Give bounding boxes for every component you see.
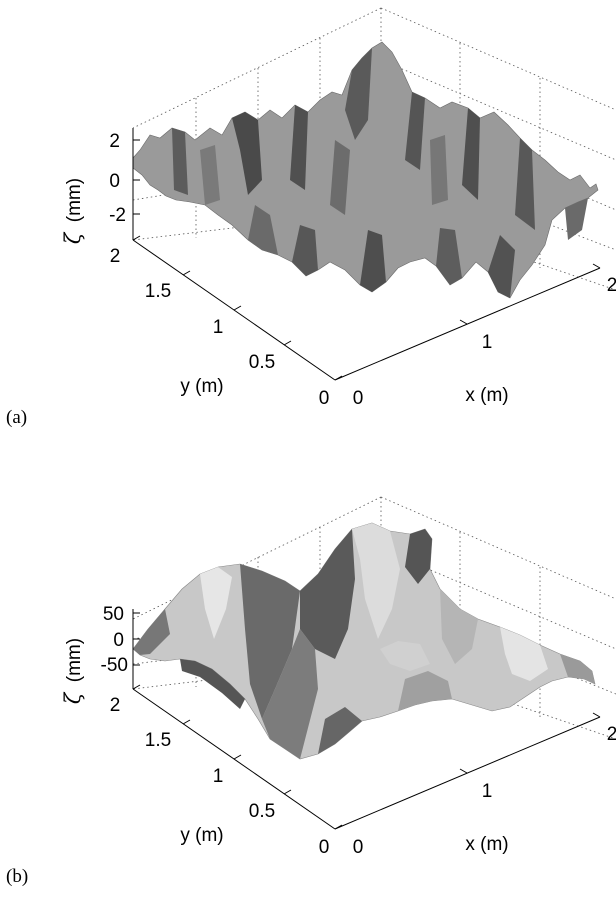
y-tick: 0 xyxy=(319,388,330,409)
y-tick: 1 xyxy=(213,766,224,787)
x-tick: 2 xyxy=(607,724,616,745)
surface-plot-b: 50 0 -50 ζ (mm) 2 1.5 1 0.5 0 0 1 2 y (m… xyxy=(6,496,616,887)
panel-a: 2 0 -2 ζ (mm) 2 1.5 1 0.5 0 0 1 2 y (m) … xyxy=(6,7,616,428)
axes-b xyxy=(132,609,601,830)
y-tick: 1 xyxy=(213,317,224,338)
svg-text:ζ (mm): ζ (mm) xyxy=(61,638,85,704)
x-axis-label: x (m) xyxy=(465,385,508,406)
z-unit: (mm) xyxy=(64,638,85,682)
surface-a xyxy=(132,41,599,299)
z-tick: 0 xyxy=(113,630,124,651)
z-axis-label-a: ζ (mm) xyxy=(61,178,85,244)
x-tick: 0 xyxy=(353,837,364,858)
y-tick: 2 xyxy=(110,246,121,267)
y-tick: 1.5 xyxy=(145,281,171,302)
y-tick: 2 xyxy=(110,695,121,716)
zeta-symbol: ζ xyxy=(61,231,85,244)
zeta-symbol: ζ xyxy=(61,691,85,704)
y-axis-label: y (m) xyxy=(180,825,223,846)
x-axis-label: x (m) xyxy=(465,834,508,855)
z-unit: (mm) xyxy=(64,178,85,222)
x-tick: 1 xyxy=(482,781,493,802)
y-tick: 0.5 xyxy=(249,801,275,822)
axes-a xyxy=(132,128,601,381)
x-tick: 2 xyxy=(607,275,616,296)
svg-text:ζ (mm): ζ (mm) xyxy=(61,178,85,244)
y-tick: 0.5 xyxy=(249,352,275,373)
x-tick: 0 xyxy=(353,388,364,409)
y-tick: 1.5 xyxy=(145,730,171,751)
surface-b xyxy=(132,522,596,760)
panel-label-a: (a) xyxy=(6,407,27,428)
z-tick: 0 xyxy=(109,171,120,192)
y-tick: 0 xyxy=(319,837,330,858)
panel-label-b: (b) xyxy=(6,866,28,887)
panel-b: 50 0 -50 ζ (mm) 2 1.5 1 0.5 0 0 1 2 y (m… xyxy=(0,449,616,898)
z-tick: 2 xyxy=(109,131,120,152)
z-axis-label-b: ζ (mm) xyxy=(61,638,85,704)
x-tick: 1 xyxy=(482,332,493,353)
z-tick: -2 xyxy=(109,205,126,226)
surface-plot-a: 2 0 -2 ζ (mm) 2 1.5 1 0.5 0 0 1 2 y (m) … xyxy=(6,7,616,428)
z-tick: -50 xyxy=(101,655,128,676)
y-axis-label: y (m) xyxy=(180,376,223,397)
z-tick: 50 xyxy=(103,604,124,625)
